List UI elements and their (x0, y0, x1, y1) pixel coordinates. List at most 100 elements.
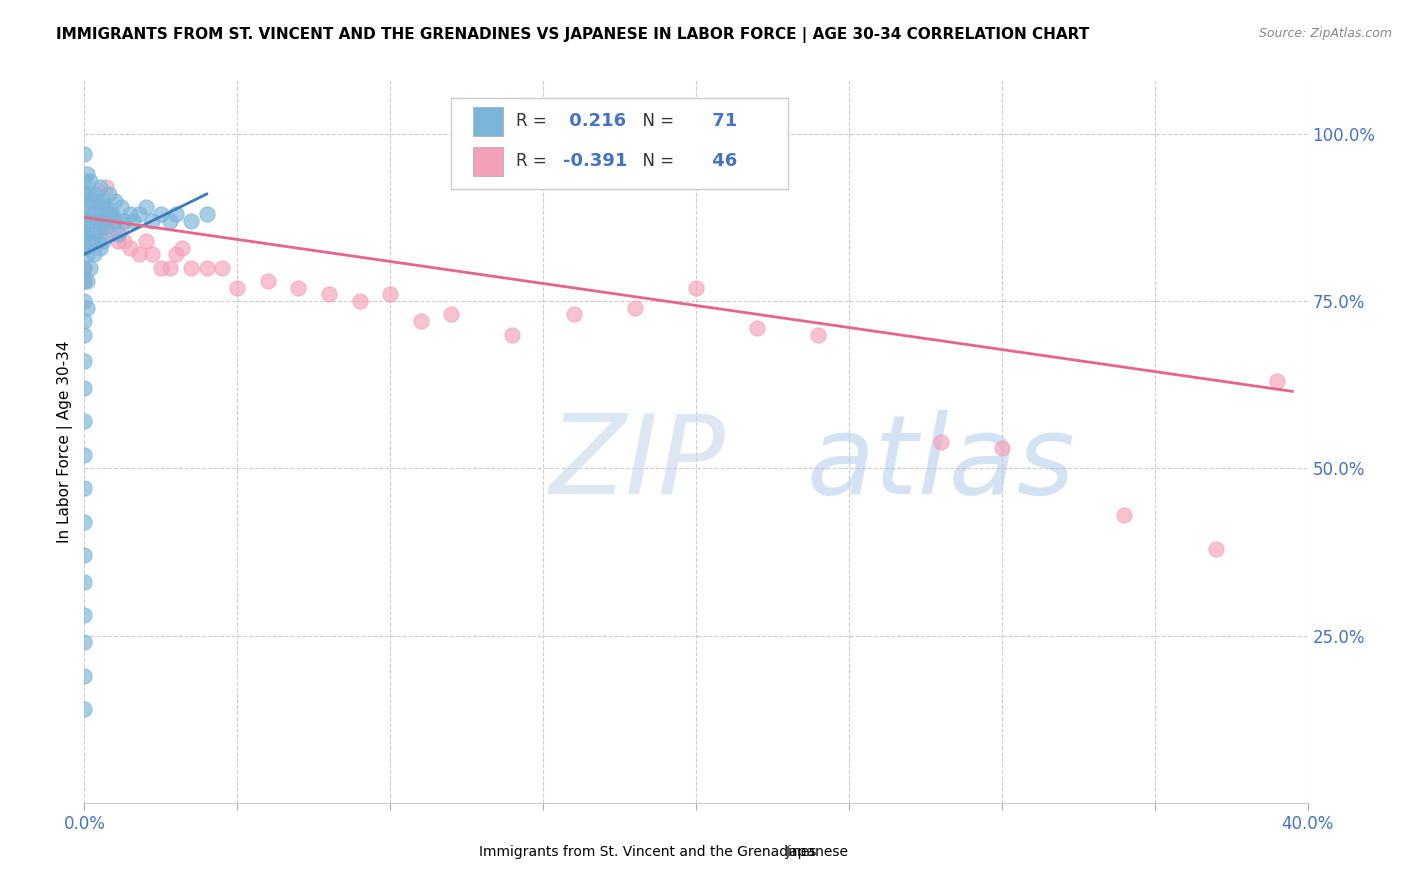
Point (79, 260, 101, 275)
Point (73, 214, 96, 228)
Point (141, 214, 163, 228)
Point (97, 207, 120, 221)
Text: N =: N = (633, 112, 679, 130)
Point (73, 241, 96, 255)
Point (257, 274, 280, 288)
Point (73, 274, 96, 288)
Point (89, 241, 111, 255)
Point (195, 207, 218, 221)
Point (120, 241, 142, 255)
Point (502, 327, 524, 342)
Text: 0.216: 0.216 (562, 112, 626, 130)
Point (76, 187, 98, 202)
Point (107, 227, 129, 242)
Point (562, 307, 585, 322)
Point (349, 294, 371, 309)
Point (159, 214, 181, 228)
Point (128, 207, 150, 221)
Point (79, 194, 101, 208)
Point (135, 201, 157, 215)
Point (195, 260, 218, 275)
Point (91, 194, 114, 208)
Point (287, 281, 309, 295)
Point (83, 207, 105, 221)
Text: -0.391: -0.391 (562, 153, 627, 170)
Point (104, 214, 127, 228)
Text: 46: 46 (706, 153, 737, 170)
Point (73, 314, 96, 328)
Point (149, 260, 172, 275)
Point (73, 147, 96, 161)
Point (747, 321, 769, 335)
Point (86, 194, 108, 208)
Point (79, 173, 101, 188)
Point (76, 227, 98, 242)
Point (97, 187, 120, 202)
Point (89, 207, 111, 221)
Text: Source: ZipAtlas.com: Source: ZipAtlas.com (1258, 27, 1392, 40)
Point (128, 247, 150, 261)
Point (73, 260, 96, 275)
Point (180, 260, 202, 275)
Point (1205, 541, 1227, 556)
Point (73, 274, 96, 288)
Point (1114, 508, 1136, 523)
Point (991, 442, 1014, 455)
Point (91, 234, 114, 248)
Point (76, 207, 98, 221)
Point (318, 287, 340, 301)
Point (112, 234, 135, 248)
Point (76, 301, 98, 315)
Text: atlas: atlas (806, 409, 1074, 516)
Point (101, 207, 124, 221)
Point (159, 260, 181, 275)
Point (76, 274, 98, 288)
Point (73, 227, 96, 242)
Point (73, 414, 96, 429)
FancyBboxPatch shape (444, 840, 474, 863)
Point (89, 180, 111, 194)
Point (73, 669, 96, 683)
Point (79, 214, 101, 228)
Point (73, 354, 96, 368)
Point (86, 234, 108, 248)
Point (86, 214, 108, 228)
Point (211, 260, 233, 275)
FancyBboxPatch shape (451, 98, 787, 189)
Point (73, 294, 96, 309)
Point (83, 194, 105, 208)
Point (73, 260, 96, 275)
Text: R =: R = (516, 153, 553, 170)
Y-axis label: In Labor Force | Age 30-34: In Labor Force | Age 30-34 (58, 340, 73, 543)
Point (409, 314, 432, 328)
Point (76, 247, 98, 261)
Point (73, 381, 96, 395)
Point (112, 214, 135, 228)
Point (929, 434, 952, 449)
Point (91, 214, 114, 228)
FancyBboxPatch shape (749, 840, 779, 863)
Point (97, 227, 120, 242)
FancyBboxPatch shape (474, 147, 503, 176)
Point (685, 281, 707, 295)
Point (380, 287, 402, 301)
Point (89, 220, 111, 235)
Point (172, 241, 194, 255)
Point (83, 247, 105, 261)
Point (73, 327, 96, 342)
Point (73, 548, 96, 563)
Point (1265, 375, 1288, 389)
Point (73, 608, 96, 623)
Point (440, 307, 463, 322)
Text: N =: N = (633, 153, 679, 170)
Text: Immigrants from St. Vincent and the Grenadines: Immigrants from St. Vincent and the Gren… (479, 845, 817, 859)
Point (149, 207, 172, 221)
Point (79, 234, 101, 248)
Point (104, 194, 127, 208)
Text: ZIP: ZIP (550, 409, 725, 516)
Point (110, 201, 132, 215)
Point (624, 301, 647, 315)
Point (73, 635, 96, 649)
Point (107, 234, 129, 248)
Point (165, 247, 187, 261)
